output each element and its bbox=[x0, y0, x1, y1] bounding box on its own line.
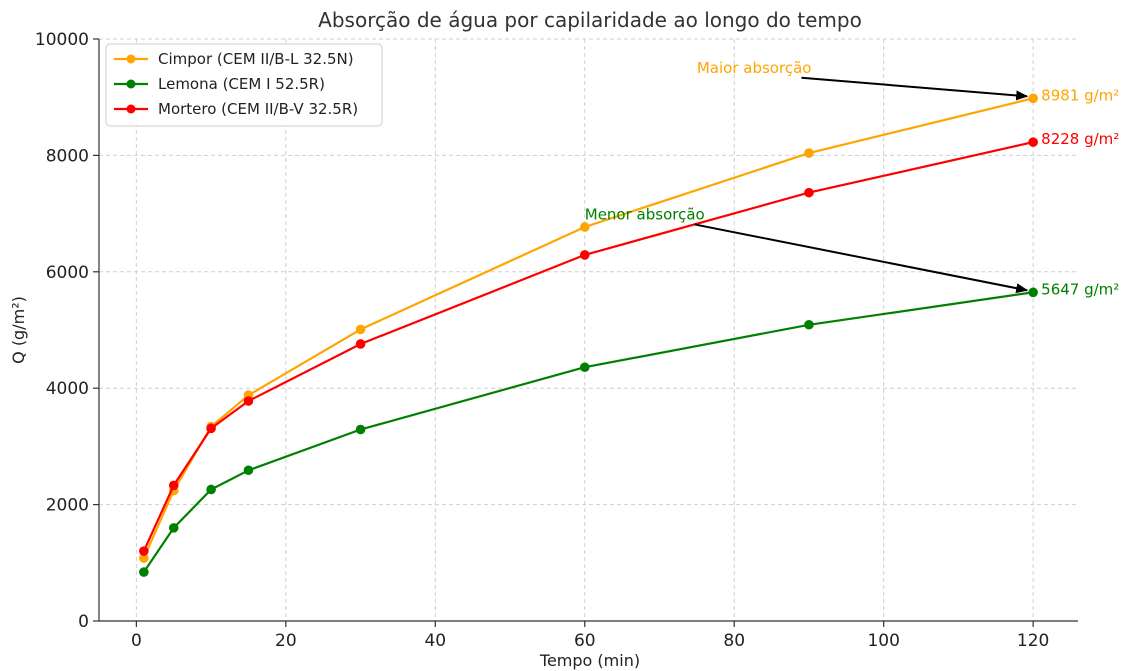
legend-entry-lemona: Lemona (CEM I 52.5R) bbox=[114, 75, 325, 93]
y-tick-label: 0 bbox=[78, 612, 89, 632]
legend-label: Cimpor (CEM II/B-L 32.5N) bbox=[158, 50, 354, 68]
legend-marker bbox=[126, 104, 136, 114]
data-point bbox=[579, 362, 590, 373]
data-point bbox=[168, 523, 179, 533]
y-tick-label: 6000 bbox=[46, 263, 89, 283]
data-point bbox=[579, 222, 590, 232]
x-tick-label: 80 bbox=[723, 631, 745, 651]
y-tick-label: 4000 bbox=[46, 379, 89, 399]
data-point bbox=[355, 324, 366, 335]
end-value-label: 5647 g/m² bbox=[1041, 280, 1119, 298]
x-axis-title: Tempo (min) bbox=[539, 651, 640, 670]
data-point bbox=[1028, 93, 1038, 104]
annotation-arrow bbox=[694, 223, 1029, 294]
data-point bbox=[804, 319, 814, 330]
series-line-0 bbox=[142, 97, 1034, 559]
y-tick-label: 2000 bbox=[46, 496, 89, 516]
series-line-1 bbox=[142, 291, 1034, 573]
data-point bbox=[139, 553, 149, 563]
x-tick-label: 20 bbox=[275, 631, 297, 651]
end-value-label: 8228 g/m² bbox=[1041, 130, 1119, 148]
y-tick-label: 8000 bbox=[46, 146, 89, 166]
series-layer bbox=[139, 93, 1038, 577]
legend-label: Lemona (CEM I 52.5R) bbox=[158, 75, 325, 93]
x-tick-label: 100 bbox=[867, 631, 899, 651]
data-point bbox=[579, 250, 590, 260]
legend-label: Mortero (CEM II/B-V 32.5R) bbox=[158, 100, 358, 118]
x-tick-label: 0 bbox=[131, 631, 142, 651]
data-point bbox=[206, 423, 216, 434]
data-point bbox=[168, 480, 179, 491]
x-tick-label: 120 bbox=[1017, 631, 1049, 651]
legend-entry-mortero: Mortero (CEM II/B-V 32.5R) bbox=[114, 100, 358, 118]
y-tick-label: 10000 bbox=[35, 30, 89, 50]
annotation-label: Menor absorção bbox=[585, 205, 705, 223]
data-point bbox=[804, 187, 814, 198]
annotation-arrow bbox=[801, 76, 1029, 101]
legend-marker bbox=[126, 79, 136, 89]
data-point bbox=[804, 148, 814, 158]
legend-marker bbox=[126, 54, 136, 64]
legend-entry-cimpor: Cimpor (CEM II/B-L 32.5N) bbox=[114, 50, 354, 68]
data-point bbox=[355, 424, 366, 435]
data-point bbox=[139, 567, 149, 577]
data-point bbox=[1028, 137, 1038, 147]
data-point bbox=[355, 339, 366, 349]
x-tick-label: 60 bbox=[574, 631, 596, 651]
data-point bbox=[243, 396, 254, 406]
data-point bbox=[206, 484, 216, 495]
data-point bbox=[243, 465, 254, 476]
y-axis-title: Q (g/m²) bbox=[9, 296, 28, 364]
chart-title: Absorção de água por capilaridade ao lon… bbox=[318, 8, 862, 32]
axes: 0 20 40 60 80 100 120 0 2000 4000 6000 8000 10000 bbox=[35, 30, 1078, 651]
legend-box bbox=[105, 43, 383, 127]
x-tick-label: 40 bbox=[424, 631, 446, 651]
series-line-2 bbox=[142, 141, 1034, 552]
annotations: 8981 g/m² 8228 g/m² 5647 g/m² Maior absorçã… bbox=[585, 59, 1120, 299]
end-value-label: 8981 g/m² bbox=[1041, 86, 1119, 104]
legend: Cimpor (CEM II/B-L 32.5N) Lemona (CEM I … bbox=[105, 43, 383, 127]
data-point bbox=[1028, 287, 1038, 298]
data-point bbox=[139, 546, 149, 556]
annotation-label: Maior absorção bbox=[697, 59, 812, 77]
